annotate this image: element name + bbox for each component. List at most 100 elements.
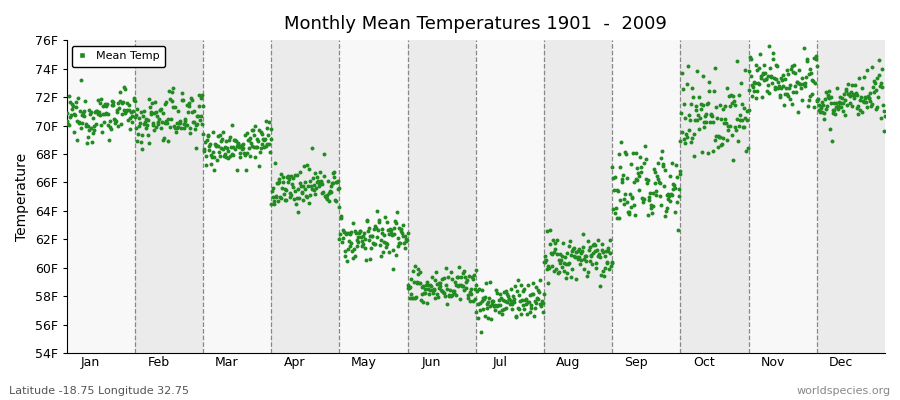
Point: [615, 179, 629, 186]
Point: [319, 194, 333, 200]
Point: [300, 194, 314, 200]
Point: [379, 240, 393, 246]
Point: [474, 298, 489, 304]
Point: [801, 102, 815, 109]
Point: [491, 302, 505, 308]
Point: [508, 283, 522, 289]
Point: [101, 122, 115, 128]
Point: [283, 194, 297, 200]
Point: [743, 56, 758, 62]
Point: [495, 311, 509, 318]
Point: [383, 226, 398, 233]
Point: [325, 180, 339, 186]
Point: [449, 292, 464, 298]
Point: [837, 90, 851, 97]
Point: [209, 143, 223, 149]
Point: [312, 183, 327, 190]
Point: [196, 146, 211, 152]
Point: [133, 120, 148, 126]
Point: [713, 134, 727, 141]
Point: [400, 237, 414, 243]
Point: [365, 232, 380, 239]
Point: [570, 254, 584, 261]
Point: [288, 172, 302, 178]
Point: [174, 125, 188, 131]
Point: [756, 70, 770, 76]
Point: [476, 295, 491, 301]
Point: [564, 266, 579, 272]
Point: [406, 267, 420, 274]
Point: [297, 162, 311, 169]
Point: [876, 84, 890, 90]
Point: [268, 193, 283, 199]
Point: [782, 82, 796, 89]
Point: [130, 131, 145, 137]
Point: [577, 256, 591, 262]
Point: [499, 287, 513, 294]
Point: [744, 82, 759, 88]
Point: [388, 218, 402, 224]
Point: [527, 298, 542, 304]
Point: [670, 174, 684, 180]
Point: [628, 212, 643, 218]
Point: [378, 244, 392, 250]
Point: [253, 149, 267, 155]
Point: [715, 141, 729, 147]
Bar: [476, 40, 544, 353]
Point: [264, 136, 278, 142]
Point: [860, 67, 875, 74]
Point: [216, 128, 230, 135]
Point: [299, 193, 313, 200]
Point: [350, 243, 365, 249]
Point: [117, 84, 131, 90]
Point: [820, 94, 834, 100]
Point: [619, 151, 634, 158]
Point: [234, 143, 248, 149]
Point: [585, 261, 599, 267]
Point: [563, 252, 578, 258]
Point: [63, 114, 77, 120]
Point: [551, 270, 565, 276]
Point: [168, 125, 183, 131]
Point: [783, 96, 797, 102]
Point: [248, 154, 263, 160]
Point: [391, 243, 405, 249]
Point: [465, 274, 480, 280]
Point: [397, 233, 411, 239]
Bar: [67, 40, 135, 353]
Point: [310, 178, 325, 184]
Point: [691, 112, 706, 118]
Point: [62, 92, 77, 99]
Point: [308, 190, 322, 197]
Point: [225, 150, 239, 157]
Point: [688, 106, 703, 113]
Point: [307, 182, 321, 188]
Point: [664, 192, 679, 198]
Point: [69, 137, 84, 143]
Point: [667, 182, 681, 188]
Point: [328, 174, 342, 180]
Point: [550, 251, 564, 258]
Point: [778, 76, 792, 82]
Point: [446, 288, 460, 294]
Point: [599, 260, 614, 266]
Point: [236, 144, 250, 151]
Point: [662, 192, 676, 199]
Point: [816, 102, 831, 108]
Point: [768, 84, 782, 90]
Point: [428, 277, 443, 284]
Point: [680, 63, 695, 70]
Point: [93, 112, 107, 118]
Point: [699, 110, 714, 117]
Point: [864, 103, 878, 109]
Point: [759, 75, 773, 82]
Point: [257, 144, 272, 150]
Bar: [135, 40, 203, 353]
Point: [407, 278, 421, 285]
Point: [251, 138, 266, 144]
Point: [152, 116, 166, 122]
Point: [429, 269, 444, 275]
Point: [662, 173, 677, 179]
Point: [516, 288, 530, 294]
Point: [877, 128, 891, 134]
